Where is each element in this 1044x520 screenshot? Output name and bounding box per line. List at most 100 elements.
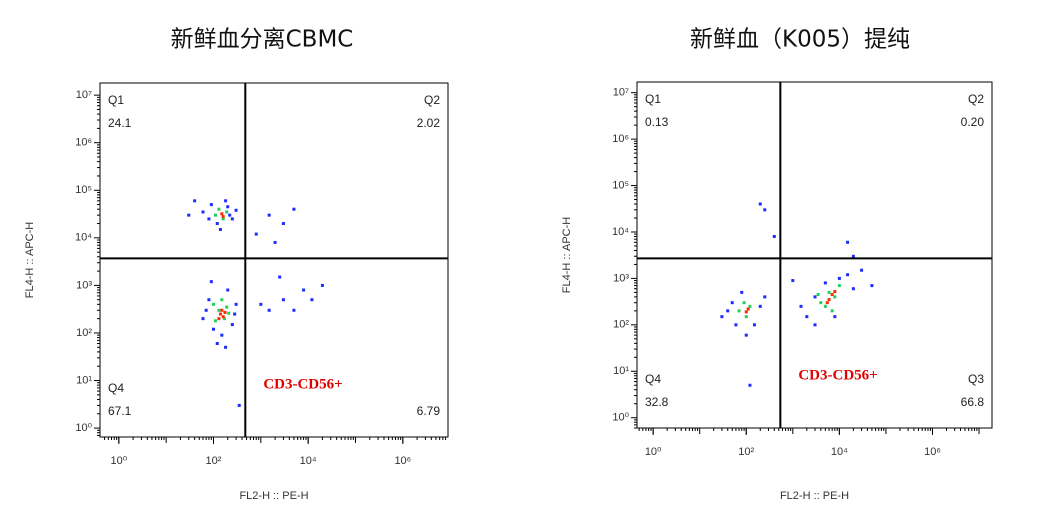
event-dot (823, 304, 827, 308)
event-dot (813, 323, 817, 327)
y-tick-label: 10⁵ (612, 179, 629, 191)
event-dot (254, 232, 258, 236)
event-dot (230, 323, 234, 327)
event-dot (816, 293, 820, 297)
quadrant-name: Q2 (968, 92, 984, 106)
event-dot (273, 240, 277, 244)
y-tick-label: 10⁶ (612, 133, 629, 145)
quadrant-name: Q1 (108, 93, 124, 107)
event-dot (744, 310, 748, 314)
event-dot (860, 268, 864, 272)
event-dot (799, 304, 803, 308)
quadrant-percent: 66.8 (961, 395, 985, 409)
quadrant-percent: 6.79 (417, 404, 441, 418)
y-tick-label: 10⁴ (75, 232, 92, 244)
event-dot (222, 317, 226, 321)
x-axis-label: FL2-H :: PE-H (780, 490, 849, 502)
y-tick-label: 10⁴ (612, 226, 629, 238)
event-dot (813, 295, 817, 299)
y-tick-label: 10⁰ (75, 422, 92, 434)
quadrant-name: Q4 (108, 381, 124, 395)
event-dot (228, 213, 232, 217)
event-dot (320, 283, 324, 287)
y-tick-label: 10³ (76, 279, 92, 291)
annotation: CD3-CD56+ (263, 376, 342, 392)
quadrant-name: Q2 (424, 93, 440, 107)
event-dot (230, 217, 234, 221)
event-dot (237, 403, 241, 407)
event-dot (267, 213, 271, 217)
event-dot (870, 284, 874, 288)
y-tick-label: 10¹ (76, 374, 92, 386)
plot-frame (99, 82, 449, 438)
event-dot (213, 213, 217, 217)
event-dot (217, 317, 221, 321)
quadrant-name: Q3 (968, 372, 984, 386)
event-dot (726, 309, 730, 313)
y-tick-label: 10⁵ (75, 184, 92, 196)
event-dot (819, 301, 823, 305)
event-dot (758, 304, 762, 308)
y-tick-label: 10² (76, 327, 92, 339)
event-dot (221, 217, 225, 221)
event-dot (846, 240, 850, 244)
event-dot (212, 302, 216, 306)
x-tick-label: 10⁴ (300, 455, 317, 467)
event-dot (187, 213, 191, 217)
event-dot (259, 302, 263, 306)
event-dot (215, 222, 219, 226)
event-dot (827, 298, 831, 302)
event-dot (310, 298, 314, 302)
event-dot (226, 288, 230, 292)
event-dot (221, 315, 225, 319)
y-axis-label: FL4-H :: APC-H (561, 217, 573, 293)
event-dot (215, 342, 219, 346)
plot-frame (636, 81, 993, 429)
chart-title: 新鲜血分离CBMC (171, 27, 354, 53)
x-tick-label: 10² (206, 455, 222, 467)
event-dot (744, 333, 748, 337)
event-dot (292, 308, 296, 312)
event-dot (744, 315, 748, 319)
event-dot (227, 311, 231, 315)
event-dot (851, 254, 855, 258)
event-dot (281, 298, 285, 302)
x-tick-label: 10² (738, 446, 754, 458)
event-dot (833, 290, 837, 294)
y-tick-label: 10³ (613, 272, 629, 284)
event-dot (823, 281, 827, 285)
event-dot (218, 227, 222, 231)
quadrant-percent: 32.8 (645, 395, 669, 409)
quadrant-percent: 24.1 (108, 116, 132, 130)
quadrant-percent: 0.13 (645, 115, 669, 129)
event-dot (752, 323, 756, 327)
quadrant-name: Q1 (645, 92, 661, 106)
x-tick-label: 10⁴ (831, 446, 848, 458)
event-dot (204, 308, 208, 312)
y-tick-label: 10⁷ (613, 87, 629, 99)
event-dot (193, 199, 197, 203)
y-tick-label: 10⁶ (75, 137, 92, 149)
event-dot (201, 210, 205, 214)
event-dot (220, 333, 224, 337)
event-dot (226, 205, 230, 209)
quadrant-percent: 67.1 (108, 404, 132, 418)
event-dot (224, 199, 228, 203)
event-dot (746, 307, 750, 311)
event-dot (225, 210, 229, 214)
event-dot (224, 345, 228, 349)
event-dot (267, 308, 271, 312)
quadrant-percent: 2.02 (417, 116, 441, 130)
y-tick-label: 10⁷ (76, 89, 92, 101)
event-dot (846, 273, 850, 277)
event-dot (292, 207, 296, 211)
event-dot (734, 323, 738, 327)
x-axis-label: FL2-H :: PE-H (239, 490, 308, 502)
event-dot (225, 305, 229, 309)
event-dot (791, 279, 795, 283)
event-dot (209, 280, 213, 284)
event-dot (837, 284, 841, 288)
event-dot (720, 315, 724, 319)
quadrant-name: Q4 (645, 372, 661, 386)
event-dot (217, 308, 221, 312)
